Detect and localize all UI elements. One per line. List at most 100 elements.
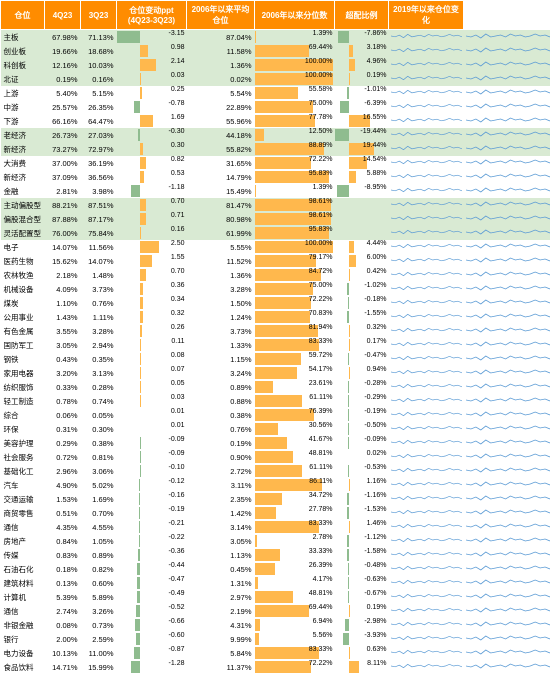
bar-cell: 0.01 <box>117 408 187 422</box>
cell: 3.98% <box>81 184 117 198</box>
sparkline-cell <box>389 240 464 254</box>
bar-cell: -8.95% <box>335 184 389 198</box>
bar-cell: 61.11% <box>255 394 335 408</box>
cell: 0.31% <box>45 422 81 436</box>
sparkline-cell <box>464 646 550 660</box>
cell: 0.29% <box>45 436 81 450</box>
cell: 下游 <box>1 114 45 128</box>
sparkline-cell <box>464 660 550 674</box>
cell: 0.45% <box>187 562 255 576</box>
cell: 机械设备 <box>1 282 45 296</box>
sparkline-cell <box>389 436 464 450</box>
bar-cell: 4.96% <box>335 58 389 72</box>
sparkline-cell <box>464 240 550 254</box>
cell: 科创板 <box>1 58 45 72</box>
bar-cell: -0.22 <box>117 534 187 548</box>
sparkline-cell <box>464 604 550 618</box>
sparkline-cell <box>389 30 464 45</box>
sparkline-cell <box>464 100 550 114</box>
sparkline-cell <box>464 562 550 576</box>
sparkline-cell <box>389 590 464 604</box>
cell: 0.18% <box>45 562 81 576</box>
bar-cell: -0.12 <box>117 478 187 492</box>
bar-cell: 0.11 <box>117 338 187 352</box>
cell: 主板 <box>1 30 45 45</box>
cell: 国防军工 <box>1 338 45 352</box>
bar-cell: 83.33% <box>255 338 335 352</box>
table-row: 北证0.19%0.16%0.030.02%100.00%0.19% <box>1 72 550 86</box>
cell: 66.16% <box>45 114 81 128</box>
bar-cell <box>335 198 389 212</box>
table-row: 大消费37.00%36.19%0.8231.65%72.22%14.54% <box>1 156 550 170</box>
cell: 北证 <box>1 72 45 86</box>
cell: 5.55% <box>187 240 255 254</box>
sparkline-cell <box>464 282 550 296</box>
bar-cell: 75.00% <box>255 100 335 114</box>
sparkline-cell <box>389 198 464 212</box>
sparkline-cell <box>389 44 464 58</box>
sparkline-cell <box>389 366 464 380</box>
cell: 金融 <box>1 184 45 198</box>
cell: 11.52% <box>187 254 255 268</box>
cell: 汽车 <box>1 478 45 492</box>
sparkline-cell <box>464 352 550 366</box>
cell: 4.35% <box>45 520 81 534</box>
bar-cell: 0.82 <box>117 156 187 170</box>
cell: 11.58% <box>187 44 255 58</box>
cell: 15.62% <box>45 254 81 268</box>
bar-cell: -3.93% <box>335 632 389 646</box>
bar-cell: 3.18% <box>335 44 389 58</box>
sparkline-cell <box>464 156 550 170</box>
table-row: 建筑材料0.13%0.60%-0.471.31%4.17%-0.63% <box>1 576 550 590</box>
table-row: 国防军工3.05%2.94%0.111.33%83.33%0.17% <box>1 338 550 352</box>
col-header: 4Q23 <box>45 1 81 30</box>
table-row: 上游5.40%5.15%0.255.54%55.58%-1.01% <box>1 86 550 100</box>
cell: 75.84% <box>81 226 117 240</box>
sparkline-cell <box>389 478 464 492</box>
cell: 0.70% <box>81 506 117 520</box>
cell: 3.26% <box>81 604 117 618</box>
bar-cell: 72.22% <box>255 296 335 310</box>
cell: 0.43% <box>45 352 81 366</box>
bar-cell: -1.55% <box>335 310 389 324</box>
cell: 0.16% <box>81 72 117 86</box>
sparkline-cell <box>389 226 464 240</box>
bar-cell: 79.17% <box>255 254 335 268</box>
cell: 2.18% <box>45 268 81 282</box>
bar-cell: 1.46% <box>335 520 389 534</box>
cell: 1.15% <box>187 352 255 366</box>
cell: 72.97% <box>81 142 117 156</box>
cell: 有色金属 <box>1 324 45 338</box>
cell: 0.72% <box>45 450 81 464</box>
cell: 5.02% <box>81 478 117 492</box>
sparkline-cell <box>389 394 464 408</box>
bar-cell: -0.18% <box>335 296 389 310</box>
bar-cell: 0.42% <box>335 268 389 282</box>
bar-cell: 0.07 <box>117 366 187 380</box>
cell: 美容护理 <box>1 436 45 450</box>
cell: 64.47% <box>81 114 117 128</box>
sparkline-cell <box>389 212 464 226</box>
sparkline-cell <box>464 492 550 506</box>
bar-cell: 1.16% <box>335 478 389 492</box>
cell: 0.33% <box>45 380 81 394</box>
table-row: 纺织服饰0.33%0.28%0.050.89%23.61%-0.28% <box>1 380 550 394</box>
sparkline-cell <box>464 394 550 408</box>
bar-cell <box>335 212 389 226</box>
cell: 3.20% <box>45 366 81 380</box>
cell: 1.50% <box>187 296 255 310</box>
sparkline-cell <box>389 352 464 366</box>
bar-cell: 6.94% <box>255 618 335 632</box>
cell: 钢铁 <box>1 352 45 366</box>
table-row: 汽车4.90%5.02%-0.123.11%86.11%1.16% <box>1 478 550 492</box>
cell: 3.55% <box>45 324 81 338</box>
bar-cell: 1.39% <box>255 30 335 45</box>
col-header: 超配比例 <box>335 1 389 30</box>
cell: 0.84% <box>45 534 81 548</box>
sparkline-cell <box>464 590 550 604</box>
sparkline-cell <box>389 450 464 464</box>
col-header: 2006年以来分位数 <box>255 1 335 30</box>
cell: 14.79% <box>187 170 255 184</box>
cell: 87.51% <box>81 198 117 212</box>
cell: 食品饮料 <box>1 660 45 674</box>
